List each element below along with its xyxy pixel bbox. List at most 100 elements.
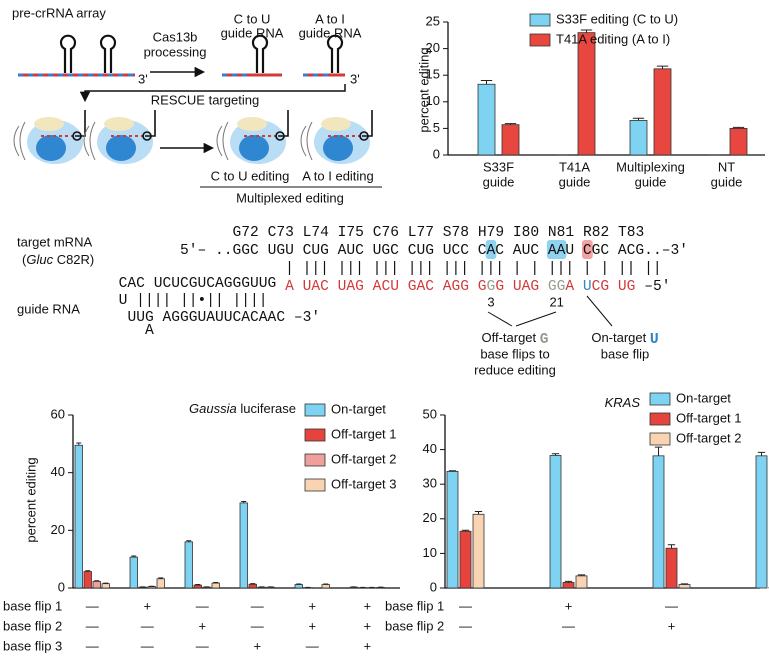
- y-tick-label: 15: [426, 67, 440, 82]
- rescue-diagram: pre-crRNA array 3' Cas13b processing C t…: [12, 5, 382, 205]
- condition-mark: —: [665, 598, 678, 613]
- y-tick-label: 20: [426, 40, 440, 55]
- text: Gluc: [26, 252, 53, 267]
- condition-mark: +: [363, 618, 371, 633]
- hairpin: U |||| ||•|| ||||: [119, 293, 268, 309]
- error-bar: [323, 583, 329, 585]
- residue: I80: [513, 225, 539, 241]
- condition-mark: —: [86, 638, 99, 653]
- bar: [678, 584, 691, 589]
- chart: 0 5 10 15 20 25 percent editing S33F editing (C…: [416, 11, 765, 189]
- y-tick-label: 20: [51, 522, 65, 537]
- legend-swatch: [649, 432, 671, 446]
- label: A to I editing: [302, 168, 374, 183]
- bar: [74, 444, 83, 589]
- rna-array: [18, 34, 135, 77]
- bar: [129, 556, 138, 589]
- label: guide RNA: [17, 301, 80, 316]
- error-bar: [461, 529, 470, 532]
- annotation: Off-target G: [481, 330, 548, 347]
- legend-label: Off-target 3: [331, 476, 397, 491]
- position: 21: [549, 294, 563, 309]
- label: processing: [144, 44, 207, 59]
- condition-mark: —: [459, 598, 472, 613]
- annotation-part: Off-target: [481, 330, 539, 345]
- bar: [294, 584, 303, 589]
- residue: T83: [618, 225, 644, 241]
- bar: [729, 127, 748, 156]
- x-tick-label: T41A: [559, 159, 590, 174]
- y-axis-label: percent editing: [23, 457, 38, 542]
- condition-label: base flip 2: [3, 618, 62, 633]
- annotation-lines: [487, 295, 613, 327]
- condition-mark: —: [86, 618, 99, 633]
- x-tick-label: S33F: [483, 159, 514, 174]
- error-bar: [76, 442, 82, 446]
- label: pre-crRNA array: [12, 5, 106, 20]
- error-bar: [186, 540, 192, 542]
- residue: R82: [583, 225, 609, 241]
- sequence-part: AA: [548, 243, 566, 259]
- title-part: KRAS: [605, 395, 641, 410]
- condition-mark: —: [251, 618, 264, 633]
- legend-label: On-target: [331, 401, 386, 416]
- label: RESCUE targeting: [151, 92, 259, 107]
- hairpin: A: [145, 323, 154, 339]
- protein: [83, 109, 156, 165]
- error-bar: [732, 126, 745, 129]
- bar: [193, 584, 202, 589]
- legend-swatch: [529, 33, 551, 47]
- label: C to U: [234, 11, 271, 26]
- sequence: A UAC UAG ACU GAC AGG GGG UAG GGA UCG UG…: [285, 279, 670, 295]
- bar: [147, 586, 156, 589]
- x-tick-label: Multiplexing: [616, 159, 685, 174]
- title-part: luciferase: [237, 401, 296, 416]
- y-tick-label: 20: [423, 510, 437, 525]
- chart-title: Gaussia luciferase: [189, 401, 296, 416]
- condition-mark: +: [253, 638, 261, 653]
- bar: [321, 584, 330, 589]
- sequence-part: G: [487, 279, 496, 295]
- condition-mark: +: [668, 618, 676, 633]
- y-tick-label: 0: [58, 579, 65, 594]
- bar: [184, 541, 193, 589]
- error-bar: [551, 453, 560, 456]
- condition-mark: —: [562, 618, 575, 633]
- error-bar: [654, 446, 663, 456]
- y-tick-label: 5: [433, 120, 440, 135]
- condition-mark: —: [459, 618, 472, 633]
- sequence-part: A: [565, 279, 583, 295]
- annotation: reduce editing: [474, 362, 556, 377]
- error-bar: [656, 65, 669, 69]
- legend-swatch: [304, 428, 326, 442]
- legend-swatch: [304, 453, 326, 467]
- error-bar: [131, 555, 137, 558]
- bar: [562, 582, 575, 589]
- residue: N81: [548, 225, 575, 241]
- sequence-part: GG: [548, 279, 566, 295]
- condition-label: base flip 1: [385, 598, 444, 613]
- condition-mark: +: [143, 598, 151, 613]
- bar: [575, 575, 588, 589]
- bar: [92, 580, 101, 589]
- error-bar: [94, 580, 100, 582]
- error-bar: [250, 583, 256, 585]
- guide-rna: [303, 34, 345, 77]
- condition-mark: +: [363, 598, 371, 613]
- sequence-part: 5'– ..GGC UGU CUG AUC UGC CUG UCC C: [180, 243, 487, 259]
- legend-label: On-target: [676, 390, 731, 405]
- y-tick-label: 10: [426, 93, 440, 108]
- bar: [501, 124, 520, 156]
- bar: [665, 547, 678, 589]
- error-bar: [85, 570, 91, 572]
- bar: [239, 502, 248, 589]
- protein: [300, 109, 373, 165]
- condition-label: base flip 2: [385, 618, 444, 633]
- y-tick-label: 0: [433, 146, 440, 161]
- condition-mark: +: [198, 618, 206, 633]
- bar: [629, 120, 648, 156]
- sequence-part: U: [583, 279, 592, 295]
- error-bar: [667, 544, 676, 549]
- sequence-part: A UAC UAG ACU GAC AGG G: [285, 279, 486, 295]
